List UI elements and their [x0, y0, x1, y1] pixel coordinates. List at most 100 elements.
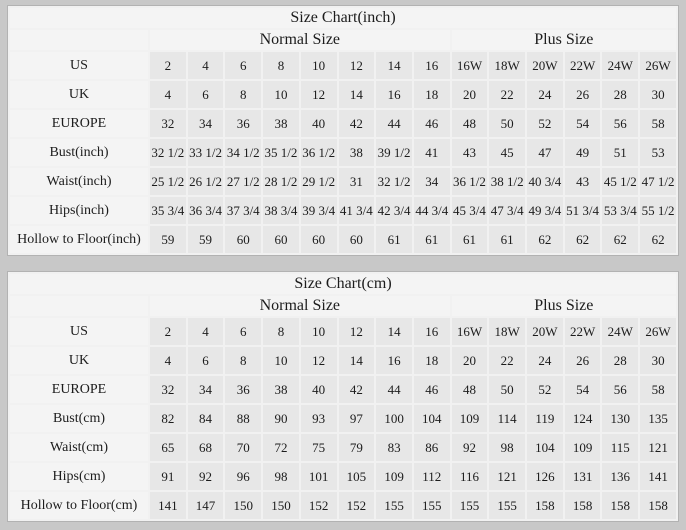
size-value-cell: 18W [487, 316, 528, 347]
size-value-cell: 92 [449, 432, 490, 463]
size-value-cell: 150 [261, 490, 301, 521]
size-value-cell: 26W [638, 50, 678, 81]
size-value-cell: 47 [525, 137, 565, 168]
size-value-cell: 55 1/2 [638, 195, 678, 226]
size-value-cell: 33 1/2 [185, 137, 226, 168]
size-value-cell: 48 [449, 108, 490, 139]
size-value-cell: 147 [185, 490, 226, 521]
row-label: UK [8, 345, 150, 376]
size-value-cell: 26 1/2 [185, 166, 226, 197]
row-label: Hollow to Floor(inch) [8, 224, 150, 255]
size-value-cell: 52 [525, 374, 565, 405]
table-title: Size Chart(cm) [8, 272, 678, 296]
size-value-cell: 6 [223, 316, 264, 347]
size-value-cell: 44 [374, 108, 414, 139]
size-value-cell: 62 [600, 224, 641, 255]
size-value-cell: 16 [411, 316, 452, 347]
size-value-cell: 100 [374, 403, 414, 434]
size-value-cell: 109 [449, 403, 490, 434]
size-chart-inch-table: Size Chart(inch) Normal Size Plus Size U… [8, 6, 679, 255]
size-value-cell: 29 1/2 [298, 166, 339, 197]
size-value-cell: 34 [185, 374, 226, 405]
size-value-cell: 4 [148, 345, 188, 376]
size-value-cell: 92 [185, 461, 226, 492]
table-row: Hips(cm) 91 92 96 98 101 105 109 112 116 121 126 131… [8, 461, 678, 492]
size-value-cell: 51 [600, 137, 641, 168]
size-value-cell: 38 1/2 [487, 166, 528, 197]
size-value-cell: 45 1/2 [600, 166, 641, 197]
size-value-cell: 2 [148, 316, 188, 347]
size-value-cell: 38 [261, 108, 301, 139]
size-value-cell: 24W [600, 316, 641, 347]
size-value-cell: 44 3/4 [411, 195, 452, 226]
size-value-cell: 158 [600, 490, 641, 521]
size-value-cell: 47 1/2 [638, 166, 678, 197]
size-value-cell: 38 [336, 137, 377, 168]
size-value-cell: 101 [298, 461, 339, 492]
size-value-cell: 36 [223, 374, 264, 405]
size-value-cell: 36 [223, 108, 264, 139]
size-value-cell: 32 [148, 108, 188, 139]
size-value-cell: 32 1/2 [148, 137, 188, 168]
size-value-cell: 26W [638, 316, 678, 347]
size-value-cell: 16W [449, 50, 490, 81]
size-value-cell: 45 [487, 137, 528, 168]
size-value-cell: 58 [638, 374, 678, 405]
size-value-cell: 16W [449, 316, 490, 347]
size-chart-cm-table: Size Chart(cm) Normal Size Plus Size US 2… [8, 272, 679, 521]
size-value-cell: 82 [148, 403, 188, 434]
size-value-cell: 53 [638, 137, 678, 168]
size-value-cell: 158 [562, 490, 603, 521]
size-value-cell: 34 1/2 [223, 137, 264, 168]
size-value-cell: 121 [638, 432, 678, 463]
size-value-cell: 10 [261, 345, 301, 376]
size-value-cell: 36 1/2 [298, 137, 339, 168]
size-value-cell: 34 [411, 166, 452, 197]
size-value-cell: 16 [374, 79, 414, 110]
size-value-cell: 72 [261, 432, 301, 463]
size-value-cell: 39 3/4 [298, 195, 339, 226]
table-row: EUROPE 32 34 36 38 40 42 44 46 48 50 52 54 56 58 [8, 108, 678, 139]
table-row: Waist(cm) 65 68 70 72 75 79 83 86 92 98 104 109 115 12… [8, 432, 678, 463]
size-value-cell: 36 3/4 [185, 195, 226, 226]
size-value-cell: 62 [638, 224, 678, 255]
size-value-cell: 49 [562, 137, 603, 168]
size-value-cell: 14 [374, 316, 414, 347]
size-value-cell: 60 [336, 224, 377, 255]
size-value-cell: 105 [336, 461, 377, 492]
row-label: Bust(inch) [8, 137, 150, 168]
size-value-cell: 42 3/4 [374, 195, 414, 226]
size-chart-cm-table-wrap: Size Chart(cm) Normal Size Plus Size US 2… [7, 271, 679, 522]
size-value-cell: 4 [185, 316, 226, 347]
size-value-cell: 83 [374, 432, 414, 463]
row-label: US [8, 50, 150, 81]
size-value-cell: 48 [449, 374, 490, 405]
size-value-cell: 20W [525, 316, 565, 347]
size-value-cell: 6 [185, 79, 226, 110]
size-value-cell: 24W [600, 50, 641, 81]
size-value-cell: 37 3/4 [223, 195, 264, 226]
title-row: Size Chart(inch) [8, 6, 678, 30]
size-value-cell: 79 [336, 432, 377, 463]
table-row: Bust(inch) 32 1/2 33 1/2 34 1/2 35 1/2 36 1/2… [8, 137, 678, 168]
size-value-cell: 158 [525, 490, 565, 521]
normal-size-header: Normal Size [148, 28, 452, 52]
size-value-cell: 2 [148, 50, 188, 81]
size-value-cell: 54 [562, 108, 603, 139]
size-value-cell: 16 [411, 50, 452, 81]
group-header-row: Normal Size Plus Size [8, 28, 679, 52]
size-value-cell: 14 [336, 345, 377, 376]
size-value-cell: 61 [487, 224, 528, 255]
size-value-cell: 4 [148, 79, 188, 110]
size-value-cell: 51 3/4 [562, 195, 603, 226]
size-value-cell: 150 [223, 490, 264, 521]
size-value-cell: 28 [600, 79, 641, 110]
row-label: Bust(cm) [8, 403, 150, 434]
corner-spacer [8, 28, 150, 52]
size-value-cell: 22 [487, 79, 528, 110]
size-value-cell: 40 3/4 [525, 166, 565, 197]
size-value-cell: 124 [562, 403, 603, 434]
size-value-cell: 70 [223, 432, 264, 463]
row-label: EUROPE [8, 108, 150, 139]
